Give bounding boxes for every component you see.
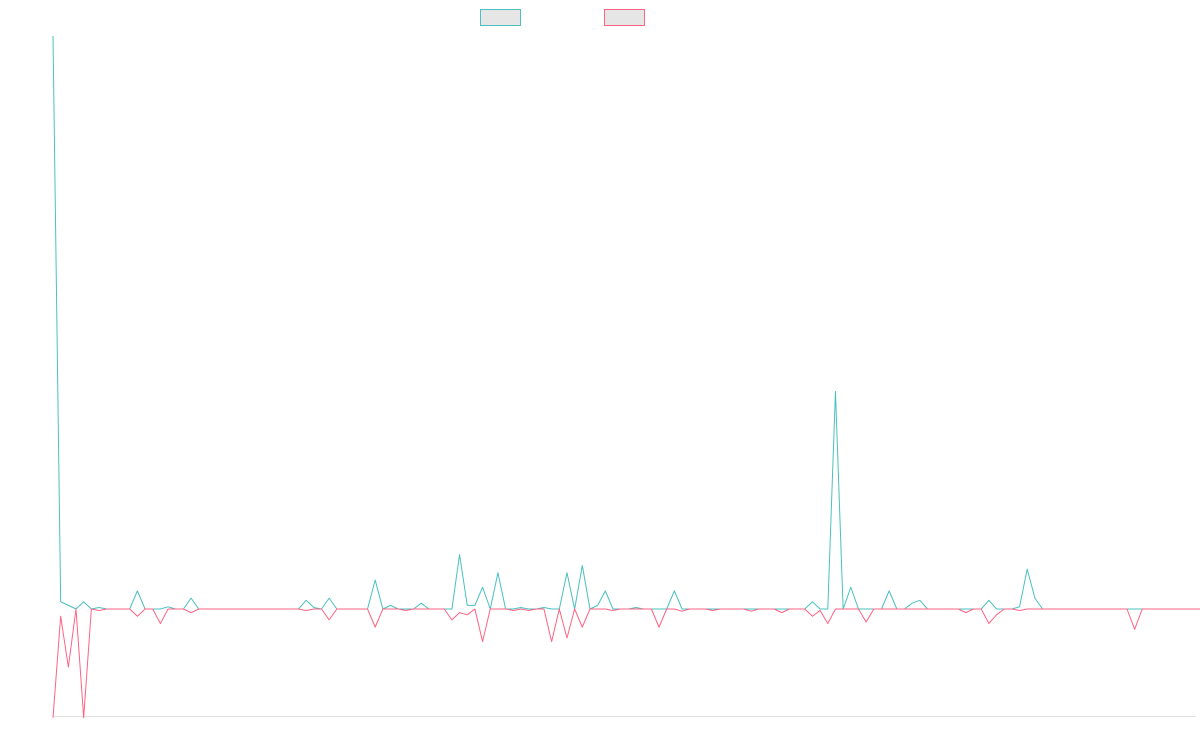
series-2 [52, 608, 1200, 719]
series-line-1[interactable] [52, 35, 1200, 610]
plot-area [52, 35, 1200, 719]
series-1 [52, 35, 1200, 610]
legend [480, 9, 645, 26]
legend-swatch-series-2[interactable] [604, 9, 645, 26]
legend-swatch-series-1[interactable] [480, 9, 521, 26]
series-line-2[interactable] [52, 608, 1200, 719]
series-layer [52, 35, 1200, 719]
